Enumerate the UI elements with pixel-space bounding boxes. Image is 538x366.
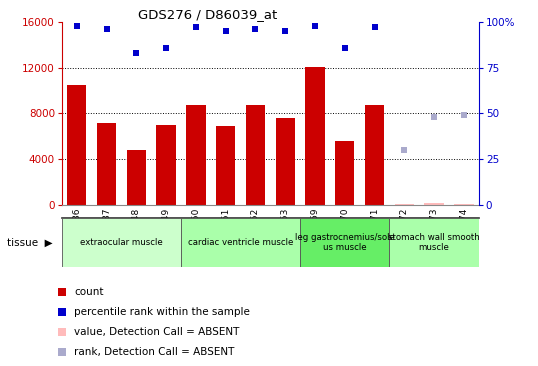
- Bar: [335, 141, 355, 205]
- Bar: [97, 123, 116, 205]
- Text: tissue  ▶: tissue ▶: [8, 238, 53, 247]
- Text: rank, Detection Call = ABSENT: rank, Detection Call = ABSENT: [74, 347, 235, 357]
- Bar: [67, 85, 87, 205]
- Bar: [181, 218, 300, 267]
- Bar: [126, 150, 146, 205]
- Bar: [157, 125, 176, 205]
- Bar: [300, 218, 390, 267]
- Text: percentile rank within the sample: percentile rank within the sample: [74, 307, 250, 317]
- Bar: [186, 105, 206, 205]
- Bar: [454, 204, 473, 205]
- Text: value, Detection Call = ABSENT: value, Detection Call = ABSENT: [74, 327, 239, 337]
- Bar: [424, 203, 444, 205]
- Bar: [395, 204, 414, 205]
- Text: count: count: [74, 287, 103, 297]
- Bar: [62, 218, 181, 267]
- Bar: [216, 126, 235, 205]
- Text: stomach wall smooth
muscle: stomach wall smooth muscle: [388, 233, 480, 252]
- Bar: [275, 118, 295, 205]
- Text: leg gastrocnemius/sole
us muscle: leg gastrocnemius/sole us muscle: [295, 233, 395, 252]
- Text: extraocular muscle: extraocular muscle: [80, 238, 163, 247]
- Bar: [390, 218, 479, 267]
- Bar: [246, 105, 265, 205]
- Text: cardiac ventricle muscle: cardiac ventricle muscle: [188, 238, 293, 247]
- Title: GDS276 / D86039_at: GDS276 / D86039_at: [138, 8, 278, 21]
- Bar: [365, 105, 384, 205]
- Bar: [306, 67, 325, 205]
